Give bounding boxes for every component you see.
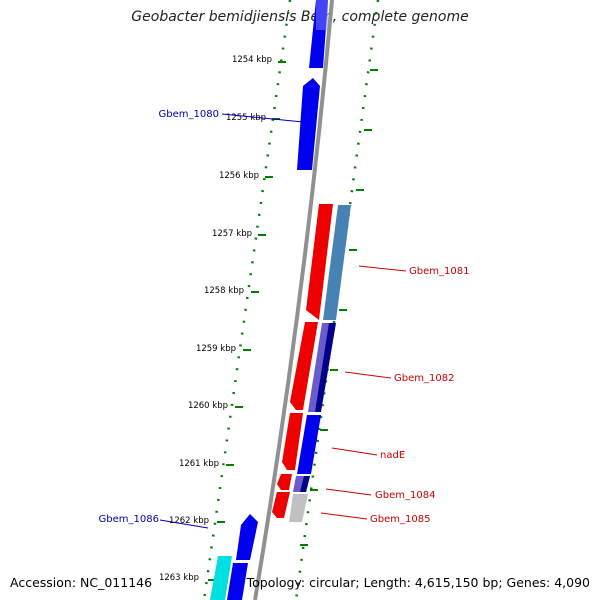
label-gbem-1086[interactable]: Gbem_1086 — [99, 514, 159, 525]
leader-gbem-1081 — [358, 265, 407, 272]
tick-label: 1257 kbp — [212, 229, 252, 239]
gene-feature-bottom-blue[interactable] — [236, 514, 258, 560]
leader-gbem-1084 — [325, 488, 372, 496]
gene-gbem-1086[interactable] — [227, 563, 248, 600]
tick-label: 1263 kbp — [159, 573, 199, 583]
tick-label: 1256 kbp — [219, 171, 259, 181]
label-gbem-1080[interactable]: Gbem_1080 — [159, 109, 219, 120]
tick-label: 1260 kbp — [188, 401, 228, 411]
leader-gbem-1080 — [221, 113, 304, 123]
accession-text: Accession: NC_011146 — [10, 575, 153, 590]
label-gbem-1085[interactable]: Gbem_1085 — [370, 514, 430, 525]
outer-dotted-ring — [294, 0, 380, 600]
gene-gbem-1084[interactable] — [277, 474, 292, 490]
tick-marks — [208, 61, 378, 581]
gene-feature-top-faded — [316, 0, 328, 30]
leader-gbem-1086 — [159, 519, 209, 529]
label-gbem-1082[interactable]: Gbem_1082 — [394, 373, 454, 384]
label-gbem-1084[interactable]: Gbem_1084 — [375, 490, 435, 501]
leader-gbem-1082 — [344, 371, 392, 379]
gene-feature-steelblue[interactable] — [323, 205, 351, 320]
tick-label: 1259 kbp — [196, 344, 236, 354]
inner-dotted-ring — [202, 0, 292, 600]
gene-gbem-1082[interactable] — [290, 322, 318, 410]
genome-summary-text: Topology: circular; Length: 4,615,150 bp… — [246, 575, 590, 590]
tick-label: 1254 kbp — [232, 55, 272, 65]
genome-backbone — [253, 0, 334, 600]
map-title: Geobacter bemidjiensis Bem, complete gen… — [131, 9, 469, 25]
tick-label: 1258 kbp — [204, 286, 244, 296]
gene-nade[interactable] — [282, 413, 303, 470]
gene-gbem-1081[interactable] — [306, 204, 333, 320]
gene-feature-blue-mid[interactable] — [297, 415, 321, 474]
gene-feature-navy[interactable] — [315, 323, 336, 412]
gene-feature-cyan[interactable] — [210, 556, 232, 600]
gene-feature-navy-small[interactable] — [300, 476, 310, 492]
leader-gbem-1085 — [320, 512, 368, 520]
leader-nade — [331, 447, 378, 456]
tick-label: 1261 kbp — [179, 459, 219, 469]
label-gbem-1081[interactable]: Gbem_1081 — [409, 266, 469, 277]
gene-feature-gray[interactable] — [289, 494, 308, 522]
gene-gbem-1080[interactable] — [297, 78, 320, 170]
label-nade[interactable]: nadE — [380, 450, 405, 461]
tick-label: 1262 kbp — [169, 516, 209, 526]
gene-gbem-1085[interactable] — [272, 492, 290, 518]
tick-label: 1255 kbp — [226, 113, 266, 123]
